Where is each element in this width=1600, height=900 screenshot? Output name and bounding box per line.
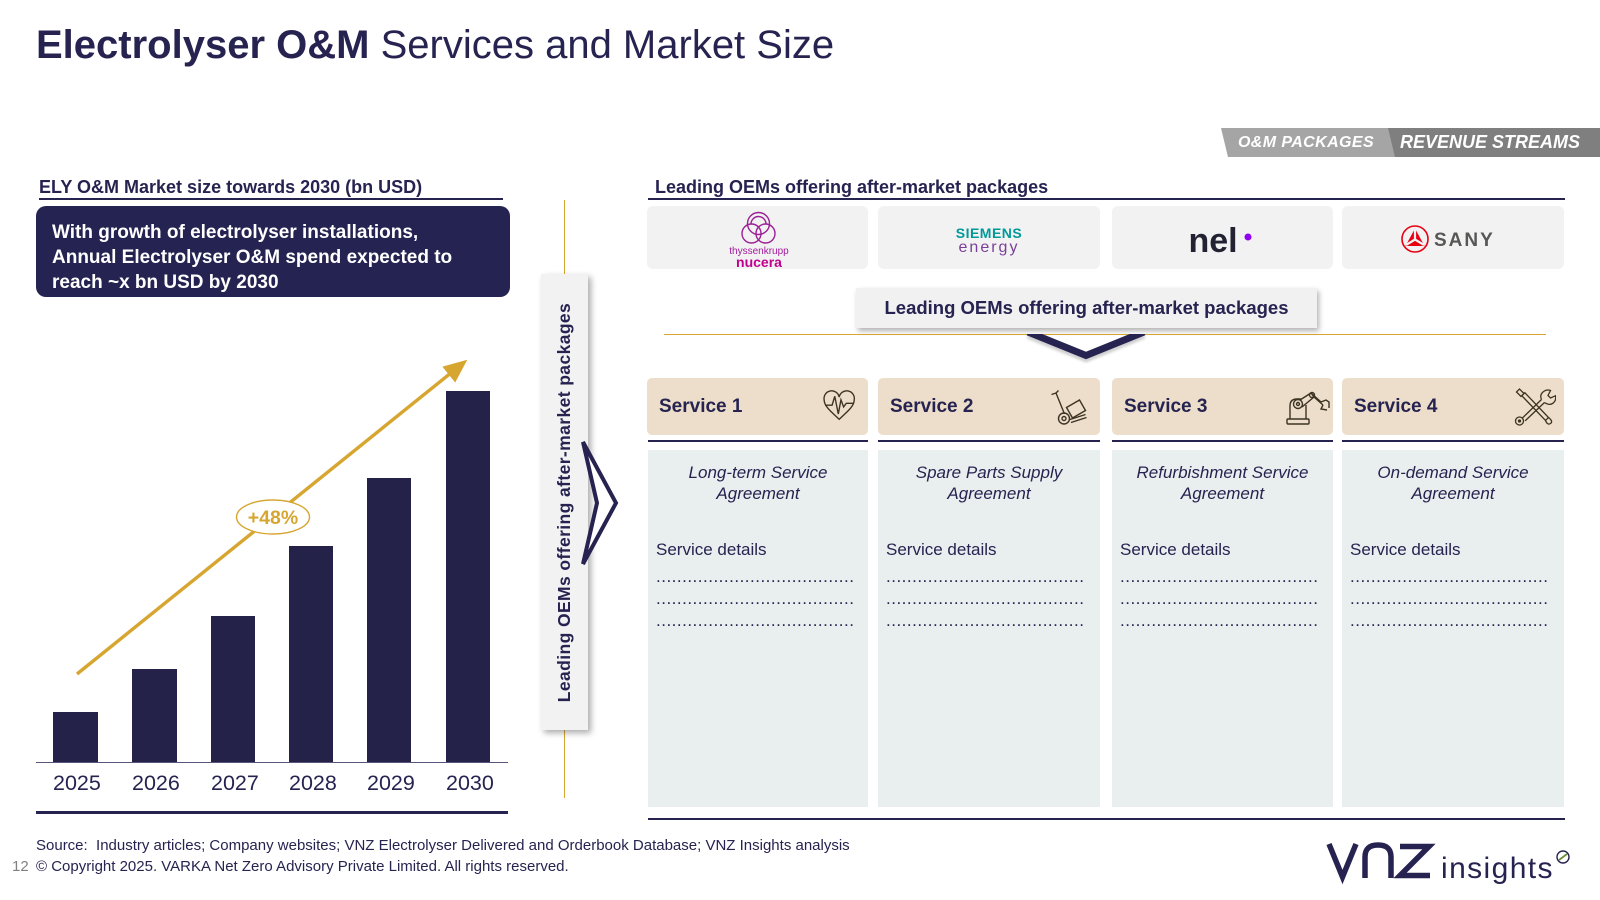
- svg-text:energy: energy: [959, 239, 1020, 256]
- svg-text:SIEMENS: SIEMENS: [956, 225, 1023, 241]
- svg-text:+48%: +48%: [248, 507, 298, 529]
- svg-text:insights: insights: [1441, 852, 1554, 885]
- svg-text:nel: nel: [1188, 222, 1237, 260]
- svg-text:nucera: nucera: [736, 254, 782, 269]
- svg-text:SANY: SANY: [1434, 230, 1495, 251]
- svg-text:thyssenkrupp: thyssenkrupp: [729, 246, 789, 257]
